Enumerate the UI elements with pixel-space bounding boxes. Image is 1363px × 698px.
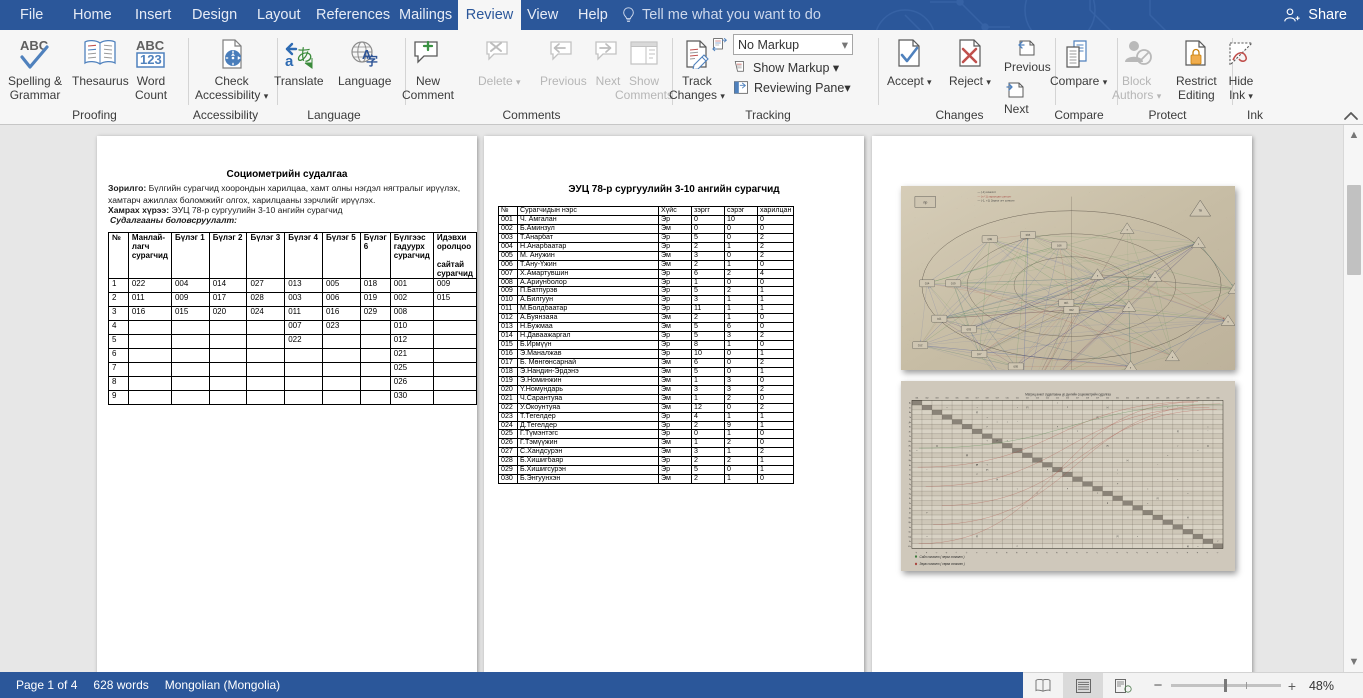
svg-text:008: 008	[986, 397, 989, 399]
svg-text:v: v	[1198, 450, 1199, 452]
svg-text:v: v	[977, 407, 978, 409]
svg-text:009: 009	[996, 397, 999, 399]
svg-text:x: x	[1167, 455, 1168, 457]
svg-text:x: x	[1117, 469, 1118, 471]
svg-text:x: x	[927, 536, 928, 538]
svg-text:008: 008	[987, 237, 992, 241]
svg-text:001: 001	[915, 397, 918, 399]
svg-text:v: v	[1017, 488, 1018, 490]
svg-text:001: 001	[1064, 301, 1069, 305]
svg-text:003: 003	[936, 397, 939, 399]
svg-text:— (-1, +1) Зэрлэг эгч сонго: — (-1, +1) Зэрлэг эгч сонголт	[978, 199, 1016, 203]
svg-text:пр: пр	[923, 200, 927, 204]
svg-text:x: x	[1208, 426, 1209, 428]
svg-text:あ: あ	[296, 46, 313, 65]
svg-text:018: 018	[1086, 397, 1089, 399]
svg-text:A: A	[362, 47, 372, 62]
svg-text:v: v	[1167, 407, 1168, 409]
svg-text:x: x	[997, 421, 998, 423]
svg-text:005: 005	[1013, 364, 1018, 368]
svg-text:x: x	[1007, 421, 1008, 423]
svg-text:011: 011	[1016, 397, 1019, 399]
svg-text:x: x	[1147, 503, 1148, 505]
svg-text:a: a	[285, 53, 294, 69]
svg-text:015: 015	[1056, 397, 1059, 399]
svg-text:v: v	[1017, 407, 1018, 409]
svg-text:— (-1) сонголт: — (-1) сонголт	[978, 190, 997, 194]
svg-text:014: 014	[925, 281, 930, 285]
svg-text:026: 026	[1166, 397, 1169, 399]
svg-text:023: 023	[1136, 397, 1139, 399]
svg-text:тв: тв	[1199, 208, 1202, 212]
svg-text:x: x	[1177, 479, 1178, 481]
svg-text:003: 003	[966, 327, 971, 331]
svg-text:022: 022	[1126, 397, 1129, 399]
svg-text:x: x	[1198, 546, 1199, 548]
svg-text:017: 017	[1076, 397, 1079, 399]
svg-text:— (+/-1) харилцан сонголт: — (+/-1) харилцан сонголт	[978, 194, 1013, 198]
svg-text:028: 028	[1186, 397, 1189, 399]
svg-text:010: 010	[1006, 397, 1009, 399]
svg-text:x: x	[987, 417, 988, 419]
svg-text:013: 013	[1036, 397, 1039, 399]
svg-text:002: 002	[1069, 308, 1074, 312]
svg-text:010: 010	[951, 281, 956, 285]
svg-text:016: 016	[1066, 397, 1069, 399]
svg-text:025: 025	[1156, 397, 1159, 399]
svg-text:005: 005	[956, 397, 959, 399]
svg-text:Сайн сонголт ( эерэг сонгол: Сайн сонголт ( эерэг сонголт )	[920, 555, 965, 559]
svg-text:029: 029	[1196, 397, 1199, 399]
svg-text:x: x	[1187, 493, 1188, 495]
svg-text:007: 007	[976, 397, 979, 399]
svg-text:020: 020	[1106, 397, 1109, 399]
svg-text:x: x	[1147, 488, 1148, 490]
svg-text:011: 011	[937, 317, 942, 321]
svg-text:021: 021	[1116, 397, 1119, 399]
svg-text:027: 027	[1176, 397, 1179, 399]
svg-text:002: 002	[925, 397, 928, 399]
svg-text:x: x	[1137, 536, 1138, 538]
svg-text:006: 006	[966, 397, 969, 399]
svg-text:v: v	[1177, 445, 1178, 447]
svg-text:123: 123	[140, 52, 162, 67]
svg-text:004: 004	[1026, 233, 1031, 237]
svg-text:v: v	[1067, 441, 1068, 443]
svg-text:019: 019	[1096, 397, 1099, 399]
svg-text:x: x	[917, 450, 918, 452]
svg-text:016: 016	[1057, 243, 1062, 247]
svg-text:031: 031	[1216, 397, 1219, 399]
svg-text:v: v	[1027, 507, 1028, 509]
svg-text:Матриц анкет судалгааны үр: Матриц анкет судалгааны үр дүнгийн социо…	[1025, 392, 1111, 396]
svg-text:v: v	[947, 407, 948, 409]
svg-text:017: 017	[977, 352, 982, 356]
svg-text:Зөрж сонголт ( сөрөг сонгол: Зөрж сонголт ( сөрөг сонголт )	[920, 562, 965, 566]
svg-text:v: v	[1057, 402, 1058, 404]
svg-text:030: 030	[1206, 397, 1209, 399]
svg-text:012: 012	[1026, 397, 1029, 399]
svg-text:ABC: ABC	[136, 38, 165, 53]
svg-text:012: 012	[918, 343, 923, 347]
